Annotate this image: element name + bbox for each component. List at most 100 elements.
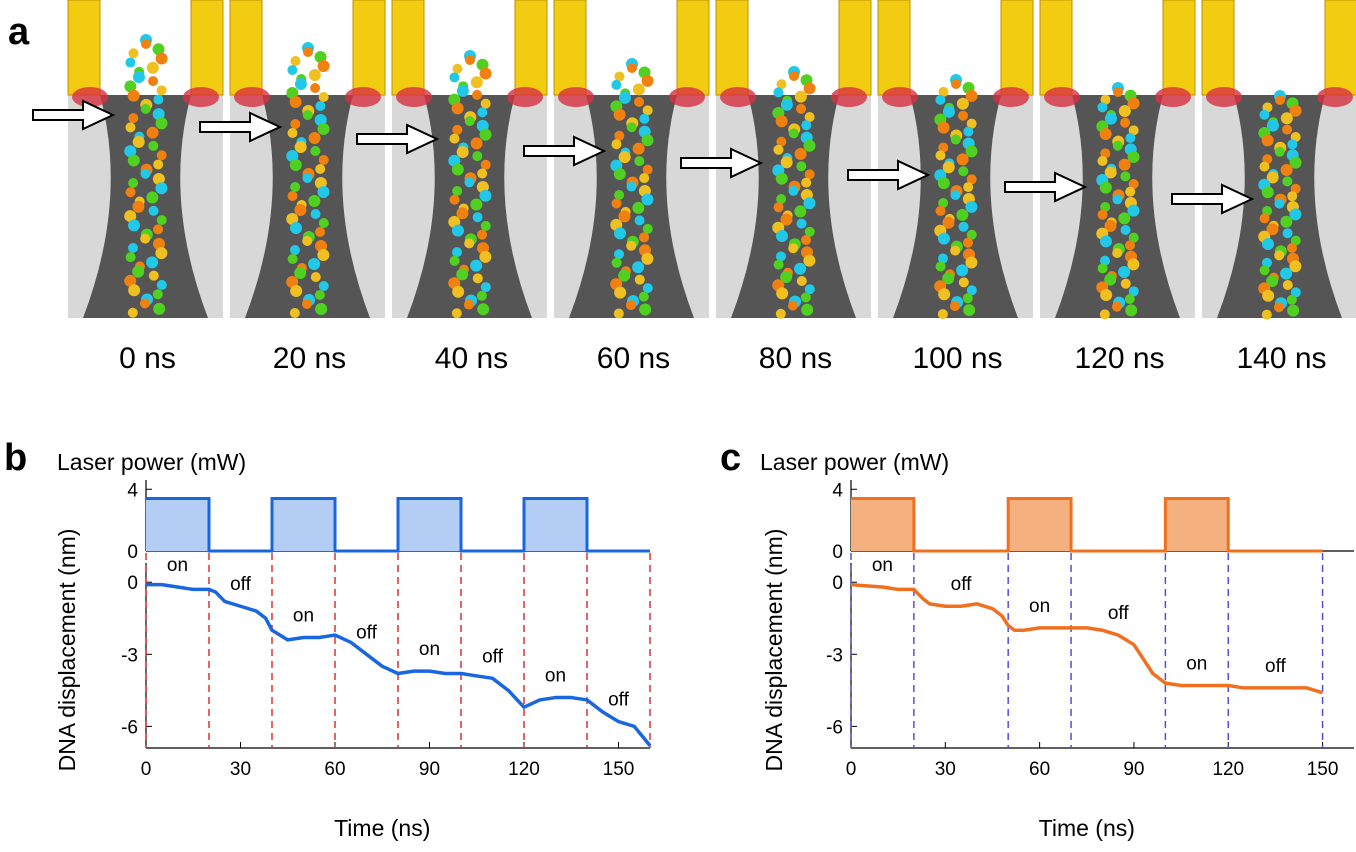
electrode xyxy=(1324,0,1356,96)
electrode xyxy=(877,0,911,96)
md-frame xyxy=(199,0,386,318)
dna-bead xyxy=(314,177,327,189)
arrow xyxy=(1004,171,1088,203)
electrode-cap xyxy=(993,87,1029,107)
y-tick-label: -3 xyxy=(121,645,138,666)
dna-bead xyxy=(618,210,631,223)
chart-title: Laser power (mW) xyxy=(57,449,246,475)
dna-bead xyxy=(1259,265,1270,276)
dna-bead xyxy=(938,198,949,208)
dna-bead xyxy=(310,272,321,282)
dna-bead xyxy=(1125,186,1136,197)
displacement-line xyxy=(146,582,652,747)
laser-pulse xyxy=(398,498,461,551)
frame-label: 60 ns xyxy=(597,342,670,375)
dna-bead xyxy=(801,303,814,316)
dna-bead xyxy=(632,83,645,96)
dna-bead xyxy=(958,277,969,288)
dna-bead xyxy=(1118,212,1131,225)
dna-bead xyxy=(128,178,139,188)
dna-bead xyxy=(632,201,645,214)
dna-bead xyxy=(966,174,977,185)
dna-bead xyxy=(780,213,793,226)
dna-bead xyxy=(148,270,159,281)
dna-bead xyxy=(452,186,463,196)
dna-bead xyxy=(124,274,137,287)
dna-bead xyxy=(287,254,298,264)
dna-bead xyxy=(1120,117,1131,128)
dna-bead xyxy=(773,144,784,155)
panel-label: a xyxy=(8,11,30,53)
dna-bead xyxy=(780,98,793,111)
dna-bead xyxy=(451,102,464,115)
dna-bead xyxy=(472,151,483,162)
dna-bead xyxy=(153,94,164,105)
dna-bead xyxy=(156,150,167,161)
dna-bead xyxy=(1290,235,1301,246)
dna-bead xyxy=(315,240,328,252)
dna-bead xyxy=(480,282,491,293)
md-frame xyxy=(32,0,224,318)
dna-bead xyxy=(1099,181,1112,194)
x-axis-label: Time (ns) xyxy=(334,815,430,841)
dna-bead xyxy=(804,226,815,237)
dna-bead xyxy=(1112,194,1123,205)
dna-bead xyxy=(942,105,955,118)
dna-bead xyxy=(776,287,789,300)
dna-bead xyxy=(773,259,784,270)
laser-pulse xyxy=(1165,498,1229,551)
dna-bead xyxy=(456,84,469,97)
md-frame xyxy=(1004,0,1196,320)
dna-bead xyxy=(310,209,321,219)
dna-bead xyxy=(1261,134,1274,147)
dna-bead xyxy=(148,140,159,151)
dna-bead xyxy=(962,293,973,304)
dna-bead xyxy=(1261,309,1272,320)
dna-bead xyxy=(639,303,652,316)
md-frame xyxy=(680,0,872,319)
annotation: on xyxy=(1186,654,1207,675)
dna-bead xyxy=(638,291,649,302)
dna-bead xyxy=(804,284,815,295)
dna-bead xyxy=(1125,304,1138,317)
dna-bead xyxy=(942,161,955,174)
dna-bead xyxy=(958,166,969,177)
dna-bead xyxy=(613,168,626,181)
x-tick-label: 120 xyxy=(508,759,540,780)
dna-bead xyxy=(634,156,645,167)
dna-bead xyxy=(956,97,969,110)
dna-bead xyxy=(614,286,627,299)
dna-bead xyxy=(789,71,799,81)
electrode-cap xyxy=(345,87,381,107)
dna-bead xyxy=(963,237,974,248)
dna-bead xyxy=(317,186,330,198)
annotation: off xyxy=(356,622,378,643)
dna-bead xyxy=(951,79,961,89)
dna-bead xyxy=(611,257,622,268)
dna-bead xyxy=(788,243,799,254)
electrode xyxy=(1039,0,1073,96)
dna-bead xyxy=(153,159,164,170)
dna-bead xyxy=(1274,198,1285,209)
x-tick-label: 0 xyxy=(846,759,857,780)
dna-bead xyxy=(1282,280,1293,290)
dna-bead xyxy=(1273,302,1284,313)
electrode-cap xyxy=(558,87,594,107)
md-frame xyxy=(847,0,1034,320)
dna-bead xyxy=(625,300,636,311)
dna-bead xyxy=(1127,204,1140,217)
x-tick-label: 150 xyxy=(603,759,635,780)
dna-bead xyxy=(132,71,145,84)
dna-bead xyxy=(128,284,141,297)
dna-bead xyxy=(639,113,650,124)
dna-bead xyxy=(613,249,624,260)
dna-bead xyxy=(146,61,159,74)
dna-bead xyxy=(301,299,312,309)
dna-bead xyxy=(1104,220,1117,232)
dna-bead xyxy=(140,168,151,179)
dna-bead xyxy=(479,128,492,141)
dna-bead xyxy=(1100,148,1111,159)
dna-bead xyxy=(773,202,784,213)
dna-bead xyxy=(155,117,168,130)
